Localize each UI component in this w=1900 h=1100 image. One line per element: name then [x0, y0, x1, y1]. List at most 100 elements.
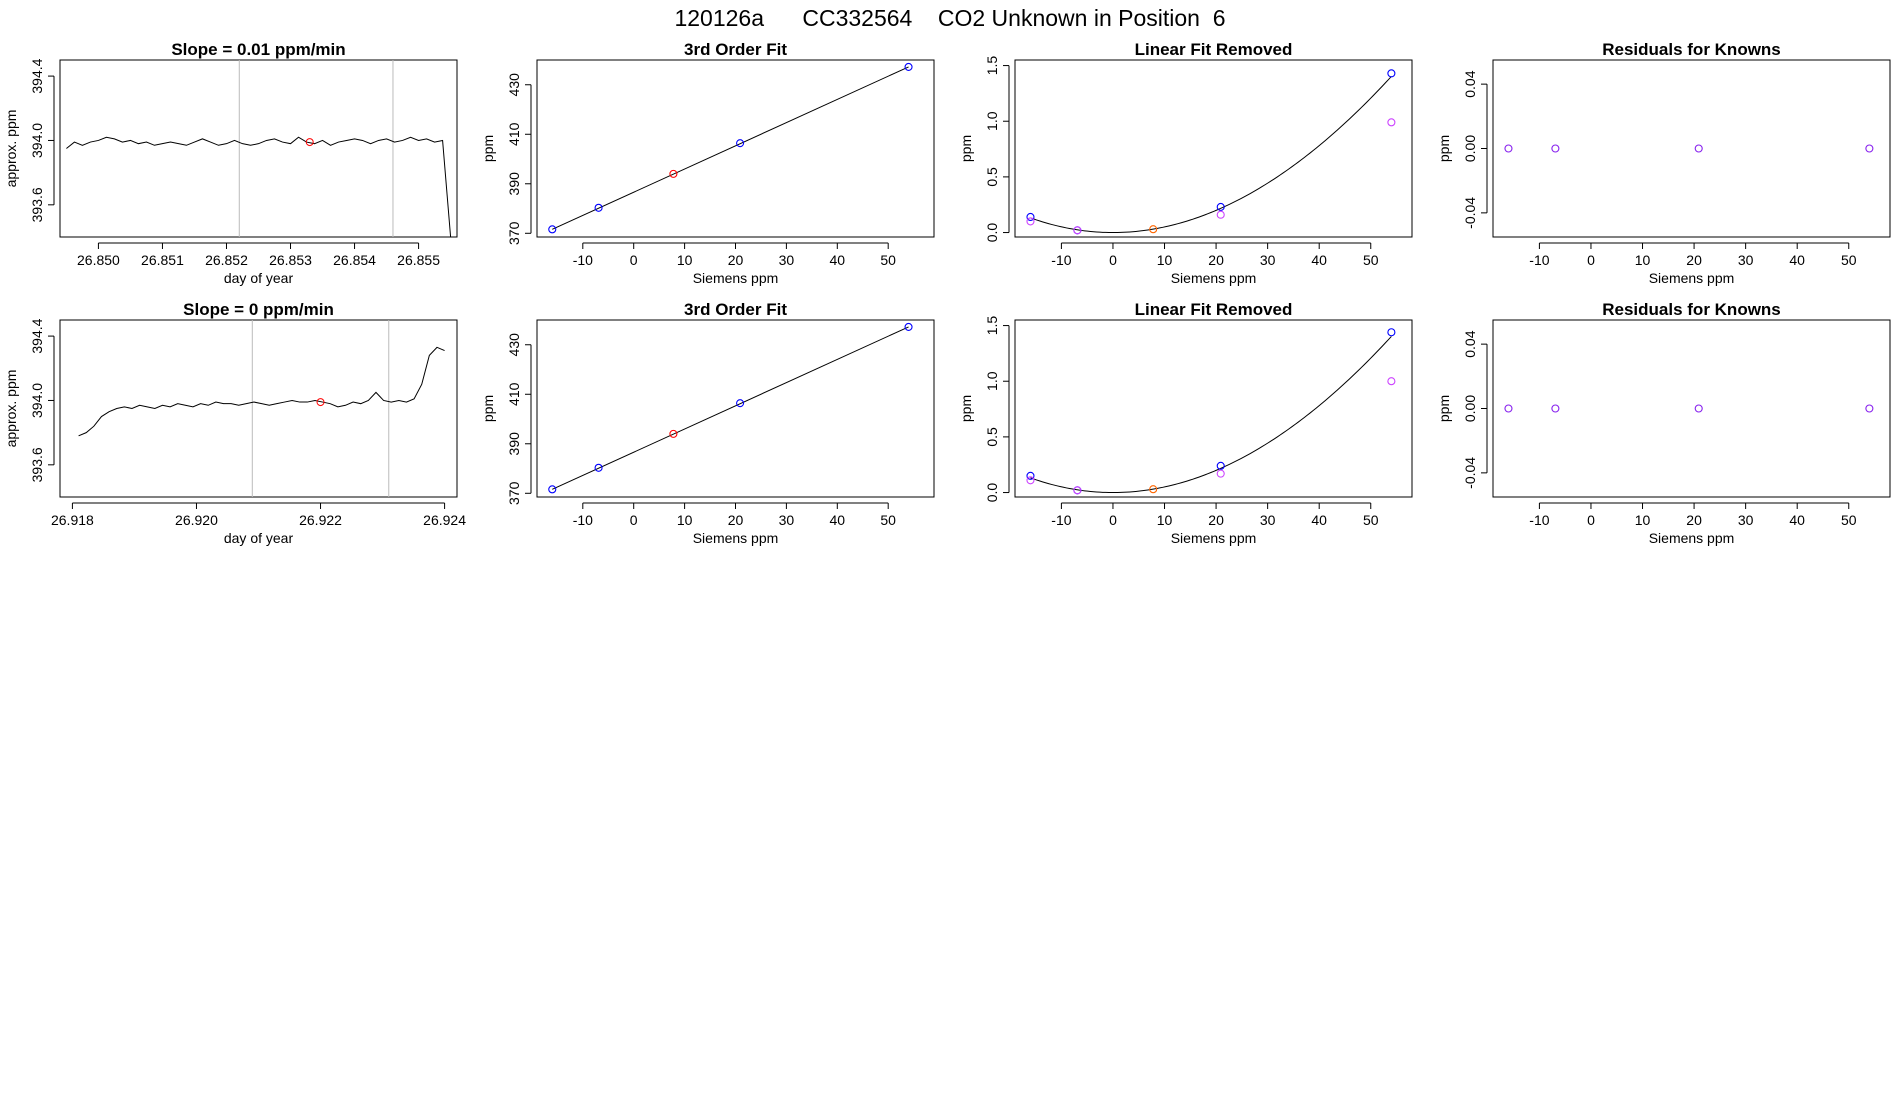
fit-curve: [1030, 336, 1392, 494]
x-tick-label: -10: [1051, 252, 1071, 268]
y-tick-label: 0.5: [984, 167, 1000, 187]
x-tick-label: -10: [573, 252, 593, 268]
y-tick-label: 394.4: [29, 58, 45, 93]
x-tick-label: 26.850: [77, 252, 120, 268]
plot-frame: [1014, 319, 1413, 498]
x-tick-label: 50: [880, 252, 896, 268]
data-point: [1694, 404, 1703, 413]
plot-frame: [59, 59, 458, 238]
plot-area: [66, 60, 452, 237]
x-tick-label: 26.852: [205, 252, 248, 268]
data-point: [1026, 217, 1035, 226]
data-point: [669, 169, 678, 178]
data-point: [1073, 486, 1082, 495]
plot-frame: [1492, 319, 1891, 498]
chart-title: Linear Fit Removed: [1135, 40, 1293, 59]
x-tick-label: 26.854: [333, 252, 376, 268]
highlight-point: [305, 138, 314, 147]
x-tick-label: 40: [1789, 252, 1805, 268]
y-tick-label: 0.5: [984, 427, 1000, 447]
x-tick-label: 26.853: [269, 252, 312, 268]
x-tick-label: 50: [1841, 252, 1857, 268]
data-point: [548, 225, 557, 234]
y-tick-label: 1.0: [984, 371, 1000, 391]
y-axis-label: ppm: [480, 135, 496, 162]
chart-title: Residuals for Knowns: [1602, 40, 1781, 59]
x-tick-label: 10: [1635, 252, 1651, 268]
plot-frame: [536, 319, 935, 498]
x-tick-label: 40: [830, 252, 846, 268]
x-tick-label: 26.924: [423, 512, 466, 528]
y-axis-label: ppm: [958, 135, 974, 162]
x-tick-label: -10: [1529, 512, 1549, 528]
data-point: [1387, 328, 1396, 337]
chart-title: 3rd Order Fit: [684, 40, 787, 59]
data-point: [904, 322, 913, 331]
y-axis-label: ppm: [958, 395, 974, 422]
x-tick-label: 40: [830, 512, 846, 528]
x-tick-label: 20: [728, 512, 744, 528]
y-tick-label: -0.04: [1462, 197, 1478, 229]
x-tick-label: 0: [1587, 512, 1595, 528]
y-tick-label: 0.0: [984, 483, 1000, 503]
y-tick-label: 390: [506, 172, 522, 196]
x-tick-label: 50: [1363, 252, 1379, 268]
x-tick-label: 30: [1260, 512, 1276, 528]
x-axis-label: Siemens ppm: [1649, 270, 1735, 286]
data-point: [594, 463, 603, 472]
data-point: [1387, 377, 1396, 386]
x-tick-label: 50: [1841, 512, 1857, 528]
x-tick-label: 26.920: [175, 512, 218, 528]
y-tick-label: 1.5: [984, 56, 1000, 76]
data-point: [1216, 461, 1225, 470]
chart-title: Linear Fit Removed: [1135, 300, 1293, 319]
x-axis-label: Siemens ppm: [1649, 530, 1735, 546]
data-point: [1216, 210, 1225, 219]
panel-3: Linear Fit Removed -10 0 10 20 30 40 50 Siemens …: [958, 40, 1413, 286]
y-axis-label: approx. ppm: [3, 370, 19, 448]
x-tick-label: 40: [1789, 512, 1805, 528]
x-tick-label: 0: [630, 252, 638, 268]
x-tick-label: 30: [779, 252, 795, 268]
y-tick-label: 394.4: [29, 318, 45, 353]
highlight-point: [316, 398, 325, 407]
panel-6: 3rd Order Fit -10 0 10 20 30 40 50 Siemens ppm 37…: [480, 300, 935, 546]
panel-8: Residuals for Knowns -10 0 10 20 30 40 50 Siemen…: [1436, 300, 1891, 546]
series-line: [78, 346, 445, 437]
x-tick-label: 40: [1311, 512, 1327, 528]
x-tick-label: 0: [1109, 252, 1117, 268]
panel-7: Linear Fit Removed -10 0 10 20 30 40 50 Siemens …: [958, 300, 1413, 546]
y-tick-label: 430: [506, 73, 522, 97]
y-tick-label: 390: [506, 432, 522, 456]
panel-5: Slope = 0 ppm/min 26.918 26.920 26.922 26.92…: [3, 300, 466, 546]
data-point: [1865, 144, 1874, 153]
y-tick-label: 393.6: [29, 447, 45, 482]
y-tick-label: 370: [506, 221, 522, 245]
y-tick-label: 430: [506, 333, 522, 357]
y-tick-label: 0.0: [984, 223, 1000, 243]
fit-curve: [1030, 76, 1392, 234]
x-tick-label: 10: [677, 512, 693, 528]
x-tick-label: -10: [1051, 512, 1071, 528]
x-tick-label: 0: [1109, 512, 1117, 528]
chart-title: 3rd Order Fit: [684, 300, 787, 319]
x-axis-label: day of year: [224, 270, 294, 286]
y-tick-label: 0.04: [1462, 330, 1478, 357]
data-point: [1216, 469, 1225, 478]
y-tick-label: 410: [506, 382, 522, 406]
x-tick-label: 40: [1311, 252, 1327, 268]
plot-frame: [59, 319, 458, 498]
x-tick-label: 30: [1738, 252, 1754, 268]
data-point: [1694, 144, 1703, 153]
x-tick-label: 30: [1260, 252, 1276, 268]
x-tick-label: 20: [1208, 512, 1224, 528]
x-tick-label: 20: [1686, 252, 1702, 268]
x-tick-label: 50: [880, 512, 896, 528]
y-tick-label: 1.0: [984, 111, 1000, 131]
x-tick-label: 0: [630, 512, 638, 528]
x-tick-label: 10: [677, 252, 693, 268]
y-tick-label: 370: [506, 481, 522, 505]
data-point: [1149, 225, 1158, 234]
series-line: [66, 136, 452, 237]
